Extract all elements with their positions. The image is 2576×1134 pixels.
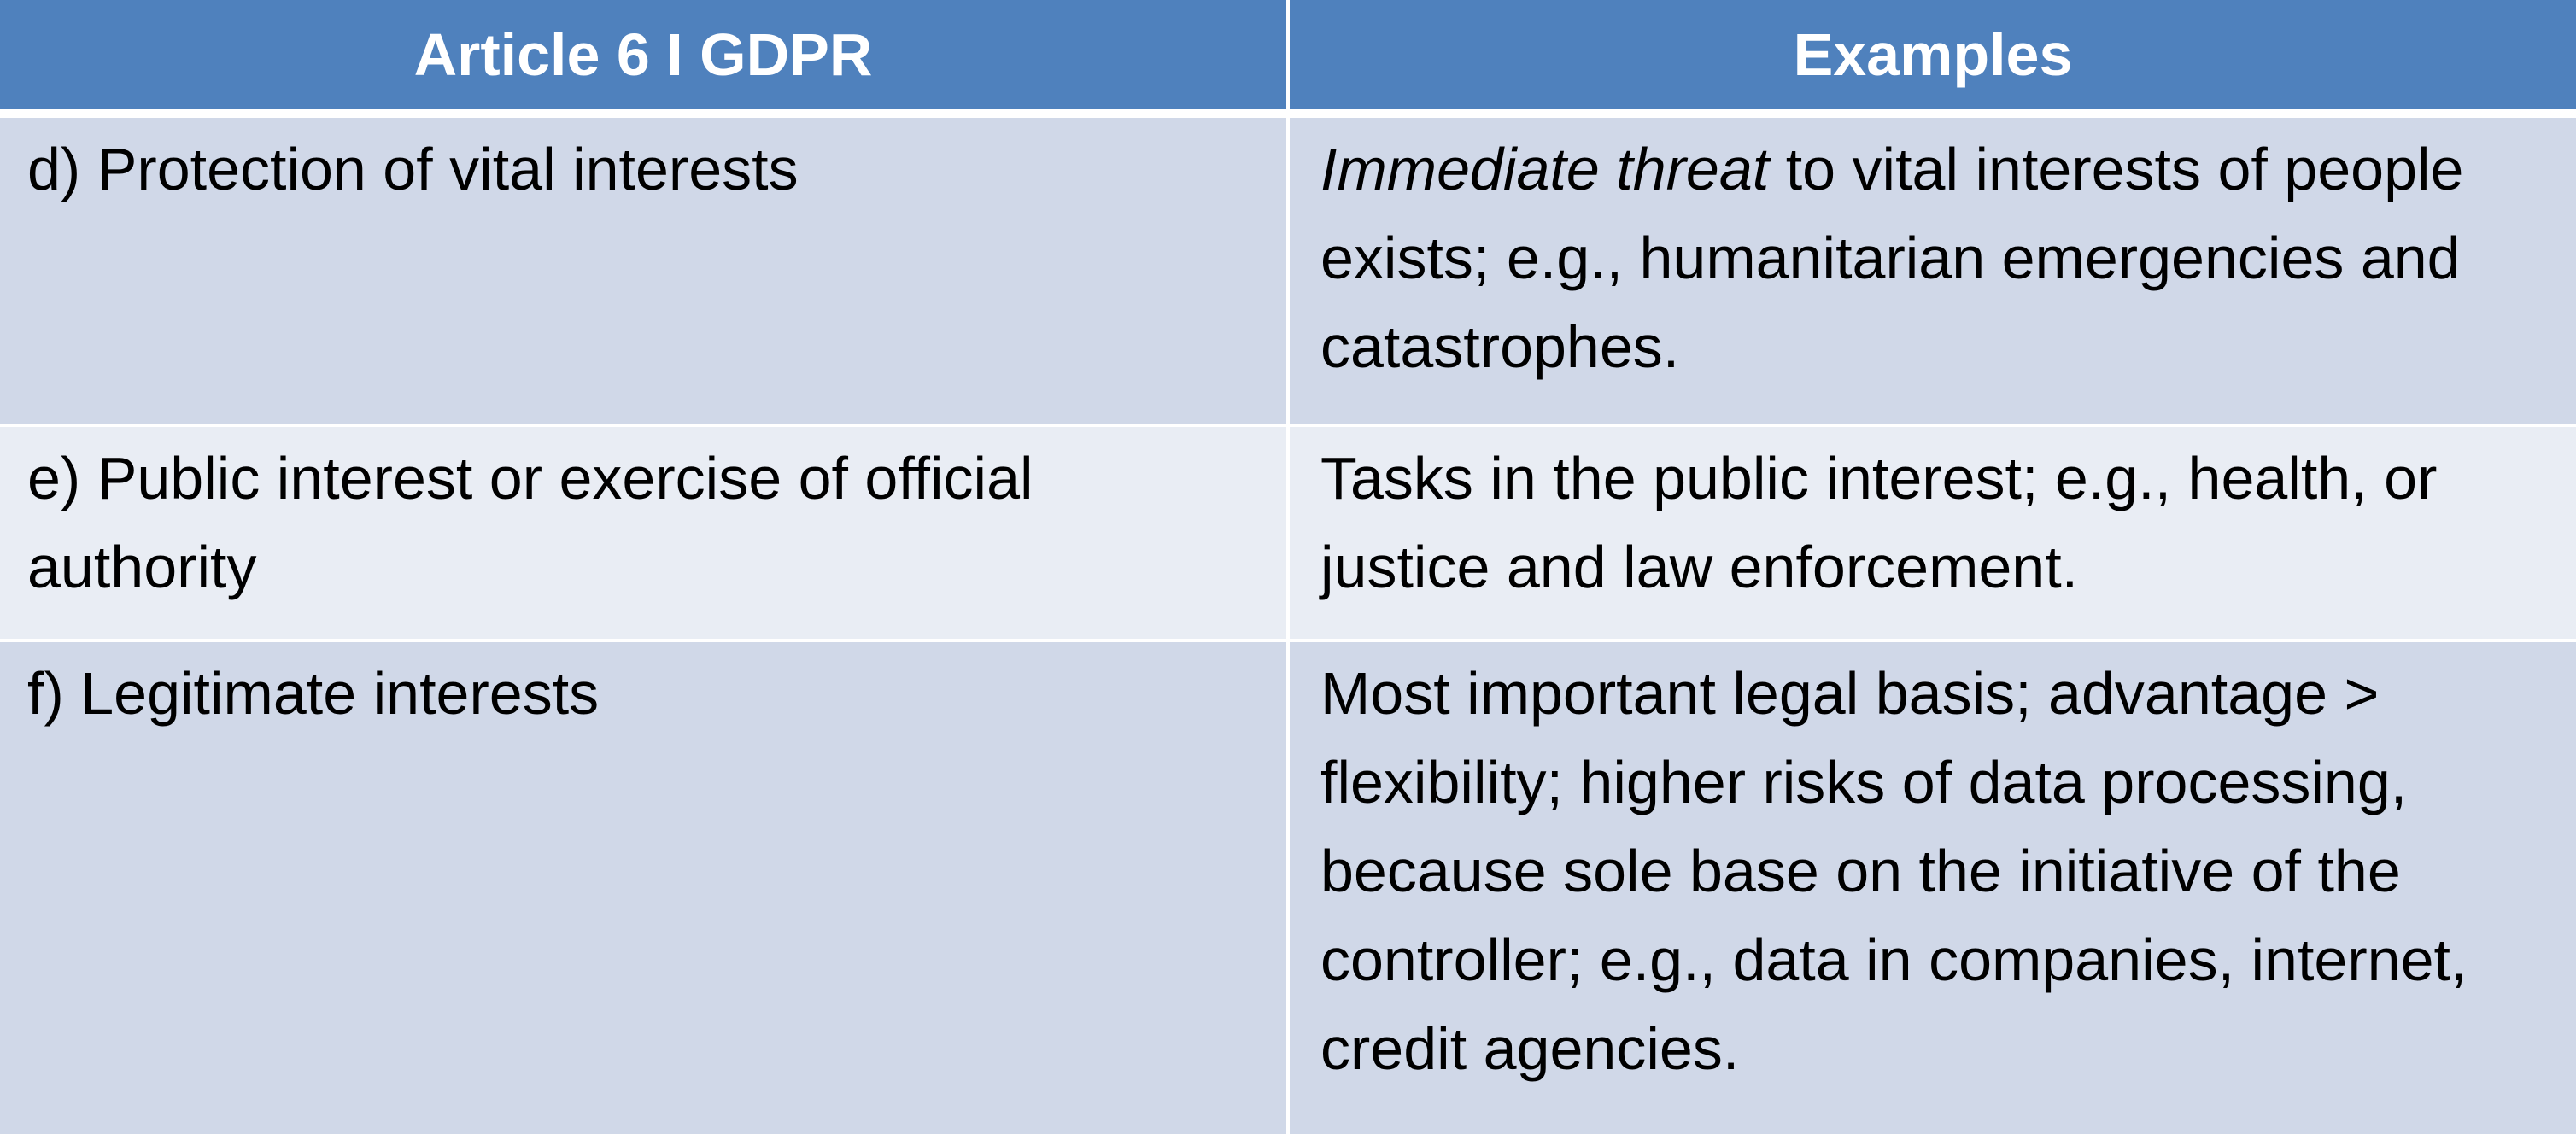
header-article: Article 6 I GDPR (0, 0, 1288, 118)
row-e-article-text: e) Public interest or exercise of offici… (27, 445, 1033, 600)
row-d-article: d) Protection of vital interests (0, 118, 1288, 427)
row-d-example-text: to vital interests of people exists; e.g… (1320, 136, 2464, 380)
row-e-article: e) Public interest or exercise of offici… (0, 427, 1288, 642)
row-d-article-text: d) Protection of vital interests (27, 136, 799, 202)
row-f-example-text: Most important legal basis; advantage > … (1320, 660, 2468, 1082)
row-d-example: Immediate threat to vital interests of p… (1288, 118, 2576, 427)
row-d-example-emphasis: Immediate threat (1320, 136, 1770, 202)
row-f-article-text: f) Legitimate interests (27, 660, 600, 727)
row-e-example-text: Tasks in the public interest; e.g., heal… (1320, 445, 2438, 600)
header-examples-label: Examples (1793, 21, 2073, 88)
header-examples: Examples (1288, 0, 2576, 118)
header-article-label: Article 6 I GDPR (413, 21, 873, 88)
row-f-article: f) Legitimate interests (0, 642, 1288, 1134)
row-f-example: Most important legal basis; advantage > … (1288, 642, 2576, 1134)
row-e-example: Tasks in the public interest; e.g., heal… (1288, 427, 2576, 642)
